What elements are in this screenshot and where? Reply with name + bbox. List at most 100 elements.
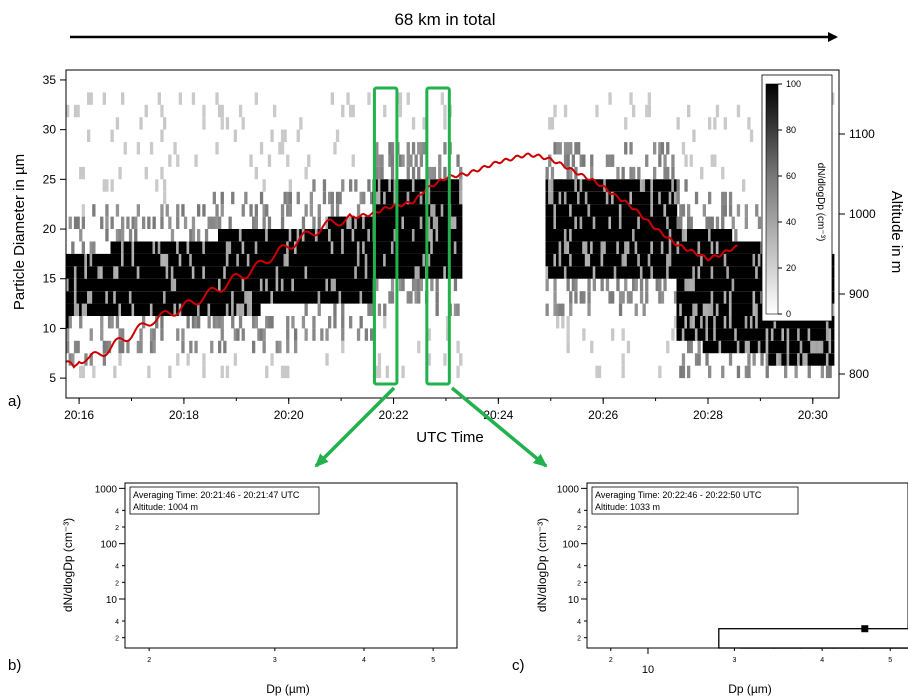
heatmap-cell: [548, 216, 552, 229]
heatmap-cell: [238, 266, 243, 279]
heatmap-cell: [215, 142, 219, 155]
heatmap-cell: [163, 117, 167, 130]
heatmap-cell: [367, 266, 371, 279]
heatmap-cell: [673, 179, 678, 192]
heatmap-cell: [333, 303, 337, 316]
heatmap-cell: [157, 253, 161, 267]
heatmap-cell: [136, 253, 140, 267]
heatmap-cell: [346, 266, 350, 279]
heatmap-cell: [590, 204, 594, 217]
heatmap-cell: [422, 216, 426, 229]
heatmap-cell: [553, 104, 557, 118]
heatmap-cell: [451, 229, 455, 242]
heatmap-cell: [168, 241, 172, 254]
heatmap-cell: [307, 278, 311, 292]
heatmap-cell: [333, 142, 337, 155]
zoom-arrow-left: [314, 386, 396, 468]
heatmap-cell: [225, 266, 230, 279]
heatmap-cell: [377, 191, 382, 205]
heatmap-cell: [710, 291, 714, 304]
heatmap-cell: [66, 316, 70, 329]
heatmap-cell: [147, 253, 151, 267]
heatmap-cell: [574, 191, 578, 205]
heatmap-cell: [131, 253, 135, 267]
heatmap-cell: [647, 92, 651, 105]
heatmap-cell: [136, 303, 140, 316]
heatmap-cell: [626, 179, 631, 192]
heatmap-cell: [218, 241, 222, 254]
heatmap-cell: [419, 179, 423, 192]
heatmap-cell: [820, 365, 824, 379]
heatmap-cell: [569, 229, 573, 242]
heatmap-cell: [241, 291, 245, 304]
heatmap-cell: [189, 253, 193, 267]
heatmap-cell: [453, 253, 458, 267]
heatmap-cell: [385, 365, 389, 379]
heatmap-cell: [621, 291, 625, 304]
heatmap-cell: [370, 291, 374, 304]
heatmap-cell: [736, 278, 741, 292]
heatmap-cell: [207, 241, 211, 254]
heatmap-cell: [776, 328, 780, 341]
heatmap-cell: [590, 241, 594, 254]
heatmap-cell: [134, 266, 138, 279]
heatmap-cell: [548, 191, 552, 205]
heatmap-cell: [773, 340, 777, 354]
heatmap-cell: [786, 340, 790, 354]
heatmap-cell: [286, 365, 290, 379]
heatmap-cell: [66, 340, 70, 354]
heatmap-cell: [181, 266, 185, 279]
heatmap-cell: [445, 241, 450, 254]
distance-label: 68 km in total: [394, 10, 495, 29]
heatmap-cell: [697, 328, 701, 341]
heatmap-cell: [152, 241, 156, 254]
heatmap-cell: [430, 253, 434, 267]
heatmap-cell: [435, 204, 439, 217]
heatmap-cell: [726, 291, 730, 304]
heatmap-cell: [742, 328, 746, 341]
heatmap-cell: [84, 253, 88, 267]
heatmap-cell: [286, 154, 290, 167]
heatmap-cell: [582, 204, 586, 217]
heatmap-cell: [658, 253, 662, 267]
heatmap-cell: [330, 241, 334, 254]
heatmap-cell: [621, 179, 625, 192]
heatmap-cell: [574, 179, 578, 192]
heatmap-cell: [440, 229, 444, 242]
heatmap-cell: [328, 253, 332, 267]
heatmap-cell: [755, 266, 759, 279]
heatmap-cell: [752, 340, 756, 354]
y-tick-label: 10: [568, 595, 580, 606]
heatmap-cell: [545, 191, 549, 205]
heatmap-cell: [752, 253, 756, 267]
heatmap-cell: [136, 340, 140, 354]
heatmap-cell: [823, 353, 827, 366]
heatmap-cell: [110, 253, 114, 267]
heatmap-cell: [377, 266, 382, 279]
heatmap-cell: [309, 241, 313, 254]
heatmap-cell: [414, 179, 418, 192]
heatmap-cell: [807, 328, 811, 341]
heatmap-cell: [375, 191, 379, 205]
heatmap-cell: [550, 216, 555, 229]
heatmap-cell: [155, 291, 159, 304]
heatmap-cell: [163, 266, 167, 279]
heatmap-cell: [131, 303, 135, 316]
heatmap-cell: [359, 216, 363, 229]
heatmap-cell: [435, 291, 439, 304]
heatmap-cell: [341, 104, 345, 118]
heatmap-cell: [398, 92, 403, 105]
heatmap-cell: [666, 191, 670, 205]
heatmap-cell: [309, 191, 313, 205]
heatmap-cell: [757, 266, 762, 279]
heatmap-cell: [592, 266, 596, 279]
heatmap-cell: [375, 154, 379, 167]
heatmap-cell: [380, 229, 384, 242]
heatmap-cell: [317, 278, 321, 292]
colorbar-tick-label: 100: [786, 79, 801, 89]
heatmap-cell: [558, 216, 562, 229]
heatmap-cell: [147, 365, 151, 379]
heatmap-cell: [370, 303, 374, 316]
heatmap-cell: [632, 278, 636, 292]
heatmap-cell: [692, 253, 696, 267]
